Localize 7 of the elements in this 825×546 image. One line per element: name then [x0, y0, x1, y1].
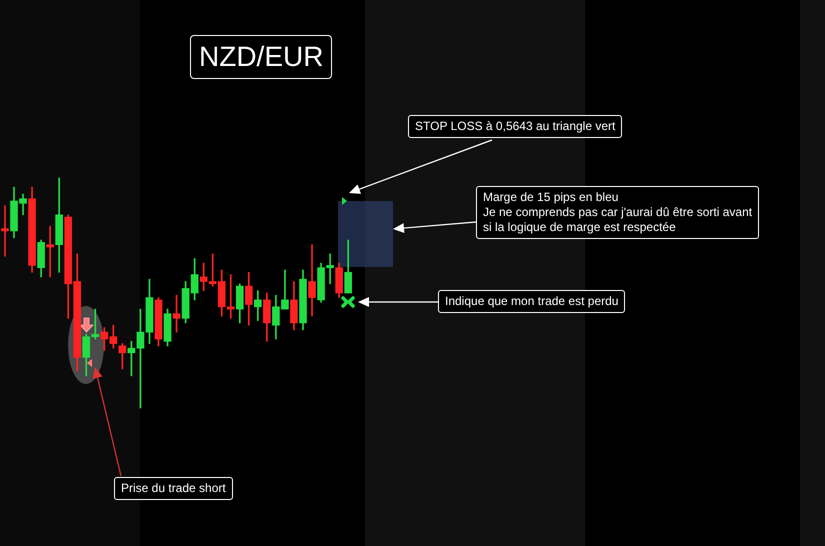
candlestick	[172, 294, 180, 332]
text: Marge de 15 pips en bleu Je ne comprends pas car j'aurai dû être sorti avant si la logique de marge est respectée	[476, 186, 760, 239]
chart-title: NZD/EUR	[190, 35, 332, 79]
text: Prise du trade short	[114, 477, 233, 500]
candlestick	[308, 244, 316, 316]
text: Indique que mon trade est perdu	[438, 290, 626, 313]
text: STOP LOSS à 0,5643 au triangle vert	[408, 115, 622, 138]
